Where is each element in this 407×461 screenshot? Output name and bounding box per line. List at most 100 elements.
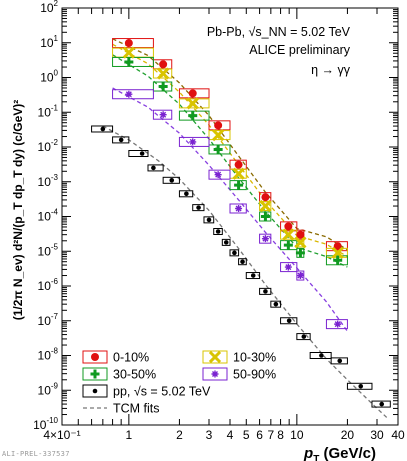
syst-box-50-90- [259,233,272,244]
data-point-50-90--stroke [235,204,243,212]
syst-box-pp-s-5-02-tev [229,249,240,257]
legend-label-0-10-: 0-10% [113,351,149,365]
data-point-50-90- [284,263,292,271]
legend-label-pp-s-5-02-tev: pp, √s = 5.02 TeV [113,385,211,399]
x-tick-label: 8 [277,428,284,442]
data-point-30-50--stroke [158,82,168,92]
syst-box-pp-s-5-02-tev [128,150,149,158]
y-tick-label: 10-6 [38,277,59,293]
data-point-10-30- [232,167,245,180]
legend-marker-30-50--stroke [90,369,100,379]
legend-marker-0-10- [91,353,99,361]
syst-box-50-90- [325,319,348,330]
syst-box-pp-s-5-02-tev [309,352,332,359]
syst-box-pp-s-5-02-tev [238,258,247,266]
axes: 10-1010-910-810-710-610-510-410-310-210-… [33,0,405,442]
data-point-10-30- [122,46,135,59]
fit-curve [102,125,389,420]
data-point-30-50- [124,57,134,67]
data-point-30-50- [260,212,270,221]
data-point-pp-s-5-02-tev [223,240,229,245]
syst-box-pp-s-5-02-tev [91,125,114,133]
data-point-pp-s-5-02-tev [263,289,268,294]
data-point-50-90- [235,204,243,212]
syst-box-pp-s-5-02-tev [330,357,348,365]
data-point-30-50--stroke [295,248,305,258]
syst-box-0-10- [208,120,231,131]
legend-marker-50-90- [211,370,219,378]
x-axis-label-main: p [303,445,313,461]
data-point-pp-s-5-02-tev [196,205,201,210]
syst-box-pp-s-5-02-tev [221,238,231,246]
y-tick-label: 100 [40,69,58,85]
y-tick-label: 10-8 [38,347,59,363]
data-point-10-30- [294,236,307,249]
legend-box-0-10- [82,350,108,364]
data-point-30-50- [234,180,244,190]
syst-box-10-30- [208,130,231,141]
x-axis-label: pT (GeV/c) [303,445,376,461]
data-point-30-50- [188,111,198,121]
data-point-pp-s-5-02-tev [215,229,221,234]
data-point-30-50- [295,248,305,258]
x-tick-label: 10 [290,428,304,442]
data-point-0-10- [296,230,305,239]
y-tick-label: 10-9 [38,381,59,397]
x-tick-label: 4×10⁻¹ [43,428,80,442]
data-point-0-10- [124,39,133,48]
fit-curve [112,38,348,251]
data-point-10-30--stroke [331,246,344,259]
syst-box-50-90- [178,136,210,147]
fit-curve [112,87,348,332]
axis-labels: pT (GeV/c) (1/2π N_ev) d²N/(p_T dp_T dy)… [11,100,376,461]
data-point-pp-s-5-02-tev [240,259,245,265]
data-point-30-50--stroke [213,144,223,154]
data-point-30-50- [283,240,293,250]
x-tick-label: 1 [126,428,133,442]
data-point-30-50--stroke [188,111,198,121]
syst-box-pp-s-5-02-tev [270,300,282,308]
legend-box-50-90- [202,367,228,381]
annotation-channel: η → γγ [311,63,351,77]
data-point-10-30--stroke [259,199,272,213]
annotations: Pb-Pb, √s_NN = 5.02 TeV ALICE preliminar… [207,25,351,77]
x-axis-label-unit: (GeV/c) [319,445,376,461]
data-point-pp-s-5-02-tev [250,273,256,278]
data-point-50-90--stroke [214,171,222,179]
y-tick-label: 102 [40,0,58,15]
data-point-pp-s-5-02-tev [301,334,307,339]
data-point-50-90--stroke [261,235,269,243]
data-point-10-30- [331,246,344,259]
data-point-30-50- [158,82,168,92]
legend-marker-50-90--stroke [211,370,219,378]
data-point-pp-s-5-02-tev [286,318,292,324]
data-point-pp-s-5-02-tev [319,353,324,358]
x-tick-label: 7 [267,428,274,442]
data-point-pp-s-5-02-tev [139,151,145,156]
data-point-10-30- [259,199,272,213]
y-tick-label: 10-3 [38,173,59,189]
syst-box-0-10- [112,38,154,49]
figure-id: ALI-PREL-337537 [2,450,70,458]
syst-box-pp-s-5-02-tev [203,216,215,224]
syst-box-pp-s-5-02-tev [259,287,272,295]
data-markers [100,39,385,407]
syst-box-pp-s-5-02-tev [147,164,164,172]
data-point-pp-s-5-02-tev [232,250,237,256]
legend-marker-30-50- [90,369,100,379]
y-tick-label: 10-2 [38,138,59,154]
data-point-50-90- [334,320,342,328]
legend: 0-10% 10-30% 30-50% 50-90% pp, √s = 5.02 TeV… [82,350,276,416]
syst-box-pp-s-5-02-tev [178,190,194,198]
syst-box-10-30- [259,201,272,212]
y-tick-label: 10-10 [33,416,58,432]
syst-box-pp-s-5-02-tev [280,317,298,325]
data-point-pp-s-5-02-tev [379,401,385,407]
x-tick-label: 20 [341,428,355,442]
data-point-0-10- [234,160,243,169]
x-tick-label: 4 [227,428,234,442]
x-axis-label-sub: T [313,454,319,461]
data-point-10-30--stroke [186,97,199,110]
syst-box-50-90- [208,169,231,180]
data-point-30-50--stroke [260,212,270,221]
